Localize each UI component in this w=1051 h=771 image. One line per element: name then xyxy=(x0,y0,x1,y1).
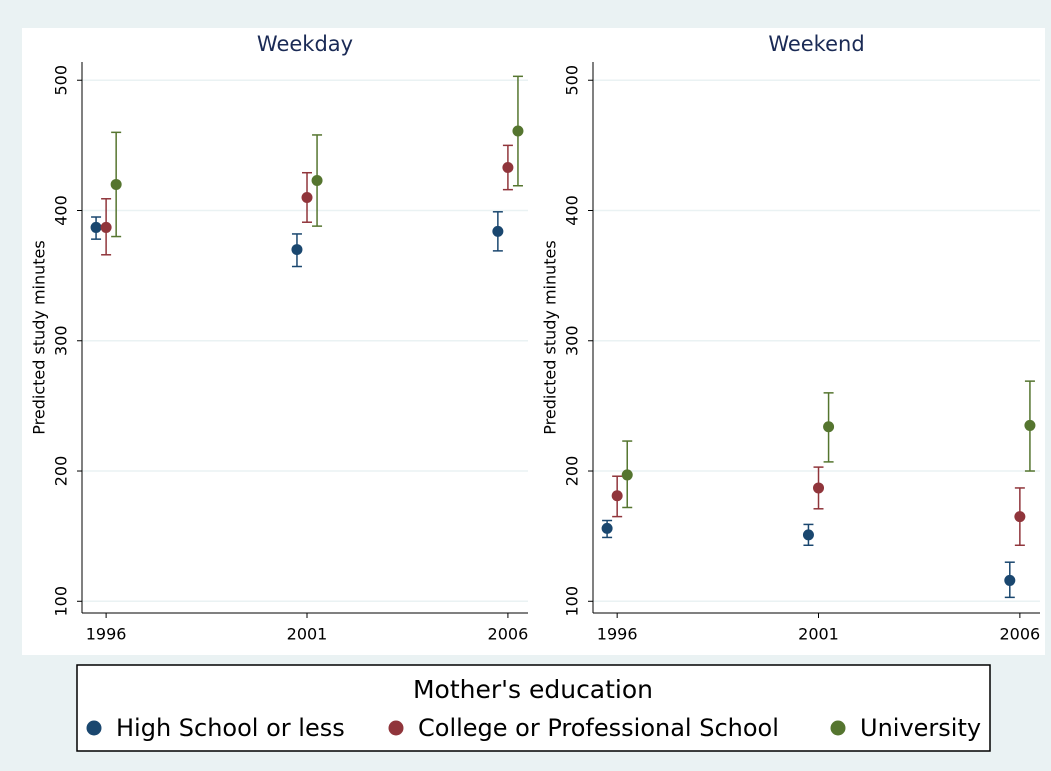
point xyxy=(1024,419,1036,431)
legend-label: University xyxy=(860,714,981,742)
point xyxy=(492,225,504,237)
legend-label: College or Professional School xyxy=(418,714,779,742)
point xyxy=(512,125,524,137)
y-tick-label: 500 xyxy=(52,65,71,96)
point xyxy=(611,490,623,502)
y-tick-label: 300 xyxy=(52,325,71,356)
x-tick-label: 1996 xyxy=(86,625,127,644)
point xyxy=(1004,574,1016,586)
panel-title: Weekend xyxy=(768,32,864,56)
y-tick-label: 400 xyxy=(563,195,582,226)
y-tick-label: 500 xyxy=(563,65,582,96)
x-tick-label: 2006 xyxy=(488,625,529,644)
x-tick-label: 1996 xyxy=(597,625,638,644)
panel-title: Weekday xyxy=(257,32,353,56)
y-tick-label: 200 xyxy=(52,456,71,487)
x-tick-label: 2001 xyxy=(287,625,328,644)
point xyxy=(502,162,514,174)
y-tick-label: 300 xyxy=(563,325,582,356)
legend-marker xyxy=(388,720,404,736)
point xyxy=(1014,511,1026,523)
y-tick-label: 100 xyxy=(52,586,71,617)
point xyxy=(100,221,112,233)
legend-box xyxy=(76,664,991,752)
y-tick-label: 400 xyxy=(52,195,71,226)
point xyxy=(301,191,313,203)
legend-label: High School or less xyxy=(116,714,345,742)
x-tick-label: 2006 xyxy=(1000,625,1041,644)
point xyxy=(90,221,102,233)
y-axis-label: Predicted study minutes xyxy=(30,240,49,434)
point xyxy=(621,469,633,481)
point xyxy=(110,178,122,190)
x-tick-label: 2001 xyxy=(798,625,839,644)
y-tick-label: 100 xyxy=(563,586,582,617)
point xyxy=(311,175,323,187)
point xyxy=(823,421,835,433)
point xyxy=(291,244,303,256)
legend-marker xyxy=(830,720,846,736)
y-tick-label: 200 xyxy=(563,456,582,487)
legend-marker xyxy=(86,720,102,736)
legend-title: Mother's education xyxy=(413,675,653,704)
point xyxy=(802,529,814,541)
point xyxy=(601,522,613,534)
point xyxy=(813,482,825,494)
y-axis-label: Predicted study minutes xyxy=(541,240,560,434)
